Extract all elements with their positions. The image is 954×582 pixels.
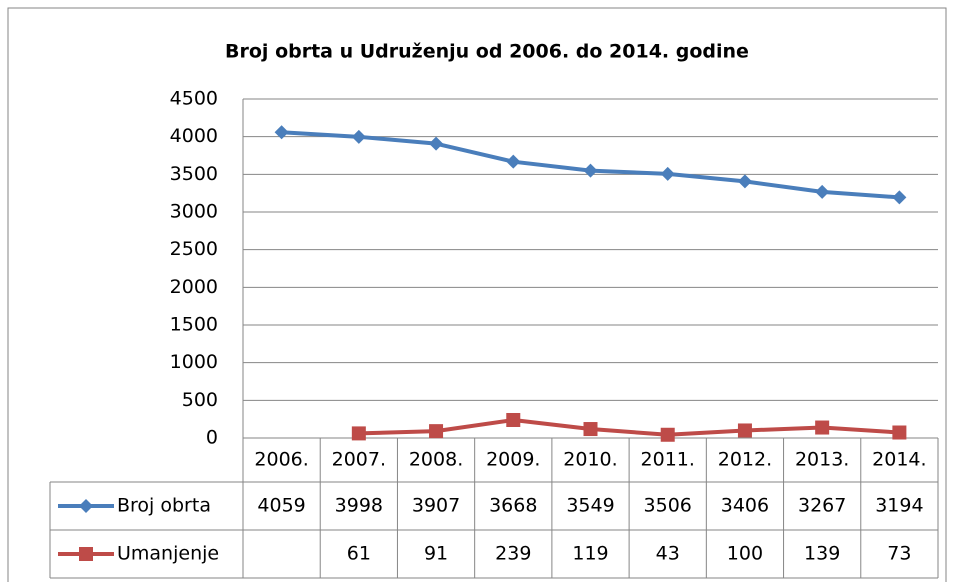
legend-label: Umanjenje <box>117 543 219 565</box>
marker <box>815 184 830 199</box>
table-value: 3267 <box>798 495 846 517</box>
table-value: 3907 <box>412 495 460 517</box>
table-value: 3998 <box>335 495 383 517</box>
table-value: 3668 <box>489 495 537 517</box>
marker <box>737 423 752 438</box>
x-tick-label: 2006. <box>254 449 308 471</box>
table-value: 3549 <box>566 495 614 517</box>
marker <box>429 424 444 439</box>
y-tick-label: 2000 <box>170 276 218 298</box>
legend-marker <box>79 547 93 561</box>
table-value: 3406 <box>721 495 769 517</box>
table-value: 91 <box>424 543 448 565</box>
y-tick-label: 4000 <box>170 125 218 147</box>
marker <box>583 163 598 178</box>
table-value: 139 <box>804 543 840 565</box>
marker <box>660 166 675 181</box>
series-line <box>358 417 900 437</box>
marker <box>429 136 444 151</box>
x-tick-label: 2012. <box>718 449 772 471</box>
x-tick-label: 2013. <box>795 449 849 471</box>
marker <box>660 427 675 442</box>
chart-border <box>7 7 947 582</box>
legend-marker <box>79 499 93 513</box>
y-tick-label: 0 <box>206 427 218 449</box>
marker <box>737 174 752 189</box>
marker <box>815 420 830 435</box>
x-tick-label: 2010. <box>563 449 617 471</box>
table-value: 43 <box>656 543 680 565</box>
marker <box>274 125 289 140</box>
marker <box>583 422 598 437</box>
table-value: 73 <box>887 543 911 565</box>
table-value: 239 <box>495 543 531 565</box>
table-value: 100 <box>727 543 763 565</box>
table-value: 3194 <box>875 495 923 517</box>
x-tick-label: 2014. <box>872 449 926 471</box>
marker <box>506 412 521 427</box>
y-tick-label: 3000 <box>170 201 218 223</box>
legend-label: Broj obrta <box>117 495 211 517</box>
table-value: 3506 <box>644 495 692 517</box>
table-value: 61 <box>347 543 371 565</box>
y-tick-label: 3500 <box>170 163 218 185</box>
y-tick-label: 500 <box>182 389 218 411</box>
marker <box>351 129 366 144</box>
marker <box>892 190 907 205</box>
marker <box>892 425 907 440</box>
marker <box>351 426 366 441</box>
y-tick-label: 1500 <box>170 314 218 336</box>
x-tick-label: 2008. <box>409 449 463 471</box>
y-tick-label: 4500 <box>170 88 218 110</box>
x-tick-label: 2007. <box>332 449 386 471</box>
y-tick-label: 1000 <box>170 351 218 373</box>
table-value: 4059 <box>257 495 305 517</box>
chart-title: Broj obrta u Udruženju od 2006. do 2014.… <box>225 41 749 63</box>
table-value: 119 <box>572 543 608 565</box>
y-tick-label: 2500 <box>170 238 218 260</box>
x-tick-label: 2009. <box>486 449 540 471</box>
x-tick-label: 2011. <box>641 449 695 471</box>
marker <box>506 154 521 169</box>
